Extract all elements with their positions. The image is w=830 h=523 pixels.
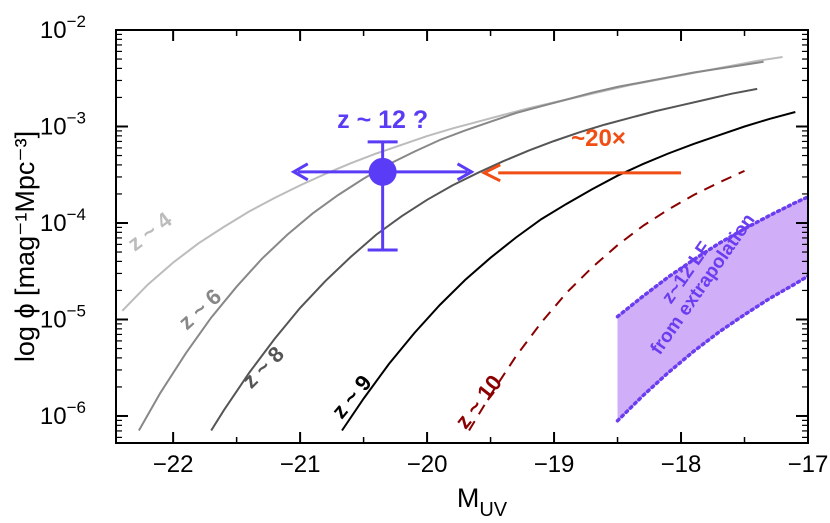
x-axis-label-main: M <box>457 483 480 513</box>
y-tick-label: 10−5 <box>40 301 86 333</box>
curve-label-z9: z ~ 9 <box>326 370 376 423</box>
curves-layer <box>121 56 796 432</box>
x-axis-label: MUV <box>457 483 508 521</box>
y-tick-label-base: 10 <box>40 210 67 237</box>
y-tick-label-base: 10 <box>40 403 67 430</box>
annotations-layer: z ~ 4 z ~ 6z ~ 8 z ~ 9 z ~ 10 ~20× z ~ 12 ? <box>123 106 682 433</box>
y-axis-label: log ϕ [mag⁻¹Mpc⁻³] <box>10 131 40 362</box>
curve-label-z6: z ~ 6 <box>174 284 227 335</box>
band-lower-edge <box>615 274 808 423</box>
y-tick-label-exp: −2 <box>67 12 86 31</box>
point-label: z ~ 12 ? <box>337 106 428 134</box>
y-tick-label-exp: −4 <box>67 205 86 224</box>
y-tick-label-exp: −5 <box>67 301 86 320</box>
band-fill <box>617 196 808 421</box>
y-tick-label: 10−2 <box>40 12 86 44</box>
curve-z9 <box>341 111 796 432</box>
x-tick-label: −21 <box>280 451 321 478</box>
arrow-head <box>480 163 501 183</box>
shaded-band-layer: z~12 LFfrom extrapolation <box>615 195 808 423</box>
y-tick-label-exp: −6 <box>67 398 86 417</box>
x-tick-label: −18 <box>661 451 702 478</box>
y-tick-label-base: 10 <box>40 17 67 44</box>
plot-frame <box>115 29 809 444</box>
x-tick-label: −22 <box>153 451 194 478</box>
y-tick-label: 10−4 <box>40 205 86 237</box>
y-tick-label-base: 10 <box>40 306 67 333</box>
x-axis-label-sub: UV <box>479 499 507 521</box>
curve-label-z8: z ~ 8 <box>237 341 289 393</box>
point-xerr-right-head <box>456 162 475 182</box>
x-tick-label: −20 <box>407 451 448 478</box>
point-xerr-left-head <box>290 162 309 182</box>
x-tick-label: −19 <box>534 451 575 478</box>
y-tick-label: 10−6 <box>40 398 86 430</box>
curve-label-z10: z ~ 10 <box>450 370 507 433</box>
curve-z6 <box>138 60 764 431</box>
y-tick-label-base: 10 <box>40 113 67 140</box>
curve-label-z4: z ~ 4 <box>123 206 177 255</box>
band-upper-edge <box>615 195 808 319</box>
point-marker <box>368 157 397 186</box>
y-tick-label: 10−3 <box>40 108 86 140</box>
curve-z8 <box>210 87 758 432</box>
curve-z10 <box>468 169 745 432</box>
arrow-label: ~20× <box>571 125 626 152</box>
x-tick-label: −17 <box>788 451 829 478</box>
y-tick-label-exp: −3 <box>67 108 86 127</box>
